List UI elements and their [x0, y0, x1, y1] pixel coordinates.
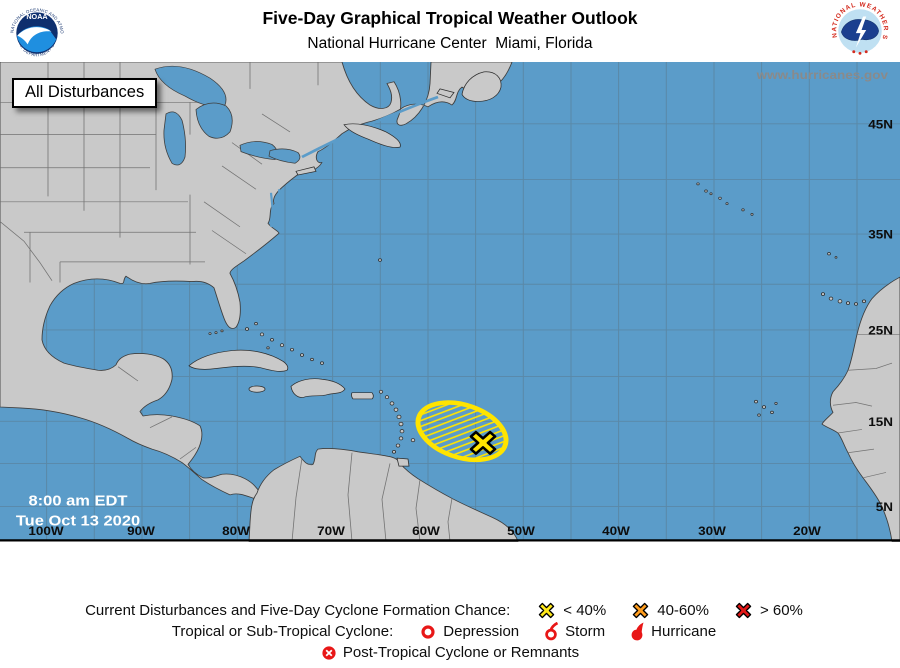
africa-landmass — [821, 276, 900, 542]
page-title: Five-Day Graphical Tropical Weather Outl… — [262, 8, 638, 28]
yellow-x-icon — [539, 602, 555, 619]
hispaniola — [290, 378, 346, 398]
svg-text:90W: 90W — [127, 524, 156, 538]
low-chance-text: < 40% — [563, 602, 607, 619]
disturbance-area[interactable] — [408, 392, 515, 471]
outlook-map[interactable]: www.hurricanes.gov 45N 35N 25N 15N 5N 10… — [0, 62, 900, 597]
depression-text: Depression — [443, 623, 520, 640]
canada-atlantic-islands — [295, 71, 502, 176]
jamaica — [248, 385, 266, 393]
legend-item-storm: Storm — [543, 621, 606, 642]
cuba — [188, 349, 289, 372]
great-lakes — [154, 65, 301, 166]
hurricane-icon — [631, 622, 644, 640]
florida-keys — [208, 329, 224, 335]
post-tropical-icon — [322, 645, 336, 660]
legend-item-post-tropical: Post-Tropical Cyclone or Remnants — [321, 644, 579, 661]
legend-item-medium-chance: 40-60% — [630, 601, 709, 620]
legend-row-formation-chance: Current Disturbances and Five-Day Cyclon… — [0, 600, 900, 621]
issuance-timestamp: 8:00 am EDT Tue Oct 13 2020 — [16, 493, 141, 529]
svg-text:100W: 100W — [28, 524, 64, 538]
page-subtitle: National Hurricane Center Miami, Florida — [307, 35, 593, 52]
legend-item-depression: Depression — [419, 623, 519, 641]
svg-text:15N: 15N — [868, 415, 893, 429]
storm-text: Storm — [565, 623, 606, 640]
legend-item-hurricane: Hurricane — [629, 622, 716, 642]
high-chance-text: > 60% — [759, 602, 803, 619]
legend-row-cyclones: Tropical or Sub-Tropical Cyclone: Depres… — [0, 621, 900, 642]
noaa-logo-icon: NATIONAL OCEANIC AND ATMOSPHERIC ADMINIS… — [6, 0, 66, 66]
legend-item-low-chance: < 40% — [536, 601, 606, 620]
formation-chance-label: Current Disturbances and Five-Day Cyclon… — [85, 602, 511, 619]
cape-verde-islands — [754, 399, 778, 417]
svg-text:35N: 35N — [868, 227, 893, 241]
svg-text:60W: 60W — [412, 524, 441, 538]
bahamas — [244, 322, 324, 365]
svg-text:70W: 70W — [317, 524, 346, 538]
svg-text:50W: 50W — [507, 524, 536, 538]
svg-text:80W: 80W — [222, 524, 251, 538]
disturbance-x-marker[interactable] — [464, 426, 502, 460]
post-tropical-text: Post-Tropical Cyclone or Remnants — [342, 644, 580, 661]
legend-row-post-tropical: Post-Tropical Cyclone or Remnants — [0, 642, 900, 663]
longitude-labels: 100W 90W 80W 70W 60W 50W 40W 30W 20W — [28, 524, 821, 538]
storm-icon — [545, 621, 559, 640]
map-canvas[interactable]: www.hurricanes.gov 45N 35N 25N 15N 5N 10… — [0, 62, 900, 597]
svg-text:NOAA: NOAA — [26, 12, 48, 21]
medium-chance-text: 40-60% — [657, 602, 709, 619]
trinidad-island — [396, 457, 410, 467]
st-lawrence-river — [301, 95, 439, 159]
svg-text:25N: 25N — [868, 323, 893, 337]
caribbean-islands — [188, 322, 416, 454]
latitude-labels: 45N 35N 25N 15N 5N — [868, 117, 893, 514]
depression-icon — [421, 624, 435, 639]
madeira — [827, 252, 838, 259]
lesser-antilles — [378, 389, 416, 454]
legend: Current Disturbances and Five-Day Cyclon… — [0, 597, 900, 668]
cyclone-label: Tropical or Sub-Tropical Cyclone: — [171, 623, 394, 640]
legend-item-high-chance: > 60% — [733, 601, 803, 620]
mode-label: All Disturbances — [12, 78, 158, 108]
bermuda — [378, 258, 382, 262]
svg-text:30W: 30W — [698, 524, 727, 538]
atlantic-islands — [378, 182, 867, 417]
svg-text:20W: 20W — [793, 524, 822, 538]
puerto-rico — [350, 392, 374, 400]
svg-text:Tue Oct 13 2020: Tue Oct 13 2020 — [16, 513, 141, 529]
azores — [696, 182, 754, 216]
hurricane-text: Hurricane — [651, 623, 717, 640]
svg-text:8:00 am EDT: 8:00 am EDT — [29, 493, 128, 509]
watermark: www.hurricanes.gov — [756, 68, 889, 82]
svg-text:40W: 40W — [602, 524, 631, 538]
nws-logo-icon: NATIONAL WEATHER SERVICE — [828, 0, 890, 65]
svg-text:5N: 5N — [876, 500, 893, 514]
svg-text:45N: 45N — [868, 117, 893, 131]
canary-islands — [821, 292, 867, 306]
red-x-icon — [735, 602, 752, 619]
chesapeake-bay — [269, 189, 282, 228]
orange-x-icon — [633, 602, 649, 619]
header: NATIONAL OCEANIC AND ATMOSPHERIC ADMINIS… — [0, 0, 900, 62]
south-america-landmass — [248, 447, 519, 542]
